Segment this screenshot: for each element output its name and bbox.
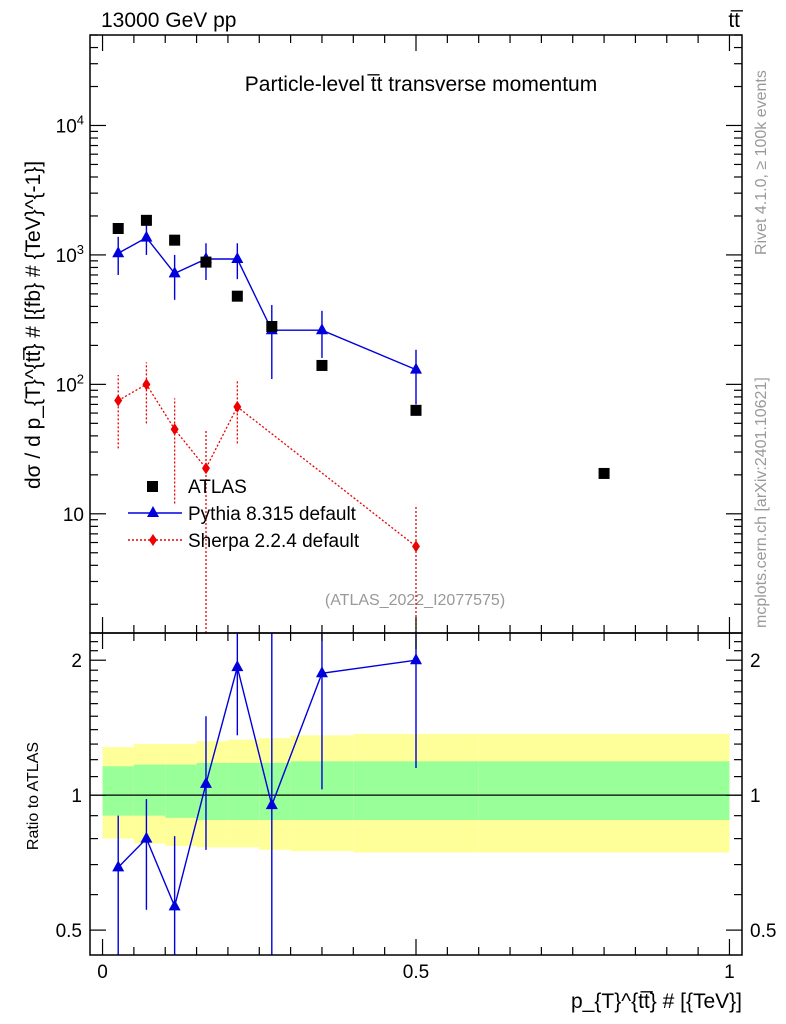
band-inner-3	[196, 762, 228, 821]
band-inner-2	[165, 764, 197, 818]
pythia-line	[117, 236, 417, 371]
atlas-point-4	[231, 290, 243, 302]
sherpa-point-3	[201, 462, 210, 475]
ratio-y-tick-label-left-2: 2	[71, 651, 82, 672]
atlas-point-8	[598, 467, 610, 479]
ratio-y-tick-label-right-2: 2	[750, 651, 761, 672]
plot-title: Particle-level t̅t transverse momentum	[245, 73, 597, 96]
ratio-panel-data	[112, 633, 422, 955]
sherpa-point-1	[142, 378, 151, 391]
ratio-panel-frame	[89, 632, 743, 956]
pythia-ratio-point-3	[199, 776, 212, 788]
atlas-point-0	[112, 222, 124, 234]
main-y-tick-label-3: 104	[56, 112, 84, 137]
band-inner-8	[478, 761, 730, 821]
ratio-y-tick-label-right-0: 0.5	[750, 921, 776, 942]
atlas-point-6	[316, 359, 328, 371]
x-axis-label: p_{T}^{tt̅} # [{TeV}]	[571, 990, 742, 1013]
pythia-point-6	[315, 323, 328, 335]
band-inner-0	[102, 766, 134, 816]
energy-label: 13000 GeV pp	[101, 9, 236, 32]
rivet-version-label: Rivet 4.1.0, ≥ 100k events	[753, 70, 770, 255]
pythia-ratio-point-2	[168, 899, 181, 911]
ratio-y-tick-label-left-1: 1	[71, 786, 82, 807]
legend: ATLAS Pythia 8.315 default Sherpa 2.2.4 …	[128, 477, 360, 552]
main-y-tick-label-1: 102	[56, 371, 84, 396]
ratio-y-axis-label: Ratio to ATLAS	[25, 742, 42, 850]
legend-pythia-marker	[147, 506, 159, 517]
main-y-axis-label: dσ / d p_{T}^{tt̅} # [{fb} # {TeV}^{-1}]	[22, 161, 45, 489]
band-inner-7	[353, 761, 479, 821]
process-label: tt̅	[728, 9, 744, 32]
atlas-point-5	[266, 320, 278, 332]
main-y-tick-label-0: 10	[63, 505, 84, 526]
pythia-ratio-point-1	[140, 831, 153, 843]
axis-ticks: 10 102 103 104 0.5 0.5 1 1 2 2 0 0.5 1	[56, 34, 776, 983]
sherpa-point-4	[233, 400, 242, 413]
pythia-ratio-point-7	[410, 653, 422, 665]
pythia-point-7	[410, 362, 422, 374]
pythia-ratio-point-5	[265, 798, 278, 810]
atlas-point-3	[200, 256, 212, 268]
band-inner-4	[227, 762, 260, 821]
sherpa-point-5	[412, 540, 420, 553]
legend-atlas-marker	[147, 481, 158, 492]
atlas-point-2	[169, 234, 181, 246]
pythia-point-2	[168, 266, 181, 278]
band-inner-1	[133, 764, 166, 816]
pythia-point-4	[231, 251, 244, 263]
x-tick-label-0: 0	[97, 962, 108, 983]
main-panel-data	[112, 214, 610, 633]
pythia-ratio-point-4	[231, 660, 244, 672]
main-y-tick-label-2: 103	[56, 242, 84, 267]
pythia-ratio-line	[117, 659, 417, 909]
mcplots-label: mcplots.cern.ch [arXiv:2401.10621]	[753, 377, 770, 628]
pythia-point-1	[140, 230, 153, 242]
ratio-y-tick-label-right-1: 1	[750, 786, 761, 807]
band-inner-5	[259, 762, 291, 821]
sherpa-point-0	[114, 394, 123, 407]
legend-sherpa-label: Sherpa 2.2.4 default	[188, 531, 360, 552]
pythia-ratio-point-6	[315, 666, 328, 678]
legend-atlas-label: ATLAS	[188, 477, 247, 498]
pythia-ratio-point-0	[112, 860, 125, 872]
sherpa-point-2	[170, 423, 179, 436]
x-tick-label-2: 1	[724, 962, 735, 983]
analysis-id: (ATLAS_2022_I2077575)	[325, 592, 505, 609]
legend-sherpa-marker	[149, 534, 157, 546]
pythia-point-0	[112, 246, 125, 258]
ratio-y-tick-label-left-0: 0.5	[56, 921, 82, 942]
atlas-point-7	[410, 404, 422, 416]
atlas-point-1	[140, 214, 152, 226]
legend-pythia-label: Pythia 8.315 default	[188, 504, 357, 525]
x-tick-label-1: 0.5	[403, 962, 429, 983]
